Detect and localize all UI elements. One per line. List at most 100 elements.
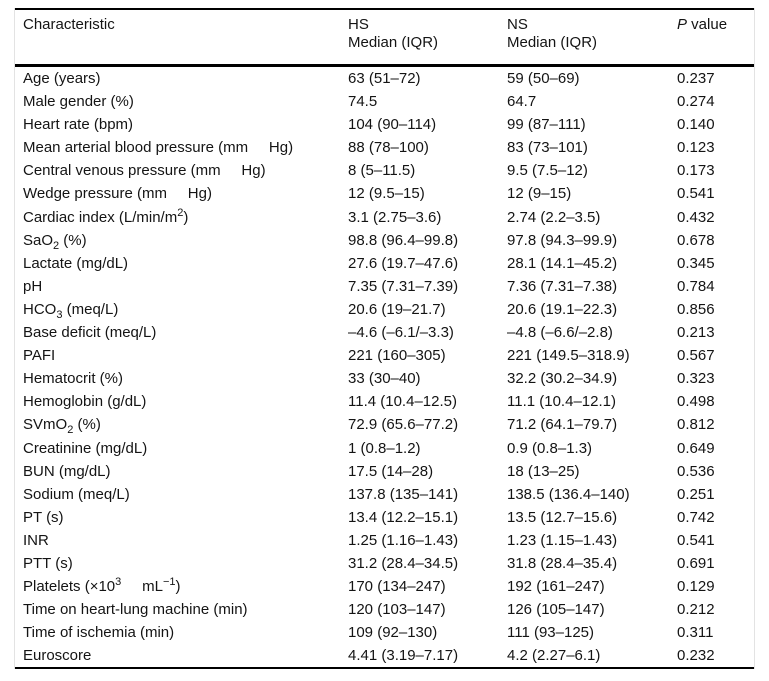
cell-hs: 33 (30–40)	[348, 370, 421, 388]
cell-p: 0.345	[677, 254, 715, 272]
hs-group-label: HS	[348, 16, 369, 33]
cell-hs: –4.6 (–6.1/–3.3)	[348, 324, 454, 342]
cell-ns: 64.7	[507, 93, 537, 111]
cell-hs: 31.2 (28.4–34.5)	[348, 554, 459, 572]
cell-p: 0.678	[677, 231, 715, 249]
cell-hs: 7.35 (7.31–7.39)	[348, 277, 459, 295]
cell-hs: 137.8 (135–141)	[348, 485, 459, 503]
cell-p: 0.232	[677, 644, 754, 670]
cell-ns: 138.5 (136.4–140)	[507, 485, 630, 503]
table-row: SaO2 (%) 98.8 (96.4–99.8) 97.8 (94.3–99.9)…	[15, 229, 754, 252]
cell-hs: 104 (90–114)	[348, 116, 437, 134]
table-row: Cardiac index (L/min/m2) 3.1 (2.75–3.6) 2.…	[15, 206, 754, 229]
cell-ns: 59 (50–69)	[507, 70, 580, 87]
cell-characteristic: Euroscore	[15, 644, 348, 670]
cell-p: 0.812	[677, 416, 715, 434]
cell-hs: 1.25 (1.16–1.43)	[348, 531, 459, 549]
cell-ns: 11.1 (10.4–12.1)	[507, 393, 616, 411]
cell-p: 0.536	[677, 462, 715, 480]
header-row: Characteristic HS Median (IQR) NS Median…	[15, 8, 754, 67]
cell-characteristic: SVmO2 (%)	[23, 416, 101, 437]
cell-characteristic: PTT (s)	[23, 554, 73, 572]
cell-characteristic: Creatinine (mg/dL)	[23, 439, 148, 457]
cell-p: 0.129	[677, 578, 715, 596]
cell-hs: 72.9 (65.6–77.2)	[348, 416, 459, 434]
cell-characteristic: PAFI	[23, 347, 56, 365]
table-row: SVmO2 (%) 72.9 (65.6–77.2) 71.2 (64.1–79.7…	[15, 413, 754, 436]
cell-ns: 20.6 (19.1–22.3)	[507, 300, 618, 318]
table-row: Heart rate (bpm) 104 (90–114) 99 (87–111) 0…	[15, 113, 754, 136]
cell-ns: 9.5 (7.5–12)	[507, 162, 588, 180]
cell-hs: 11.4 (10.4–12.5)	[348, 393, 457, 411]
cell-p: 0.691	[677, 554, 715, 572]
cell-hs: 20.6 (19–21.7)	[348, 300, 446, 318]
cell-hs: 13.4 (12.2–15.1)	[348, 508, 459, 526]
table-row: HCO3 (meq/L) 20.6 (19–21.7) 20.6 (19.1–22.…	[15, 298, 754, 321]
cell-characteristic: Male gender (%)	[23, 93, 134, 111]
cell-hs: 74.5	[348, 93, 378, 111]
col-header-characteristic: Characteristic	[15, 8, 348, 67]
cell-characteristic: pH	[23, 277, 43, 295]
table-row: BUN (mg/dL) 17.5 (14–28) 18 (13–25) 0.536	[15, 460, 754, 483]
cell-p: 0.237	[677, 70, 715, 87]
cell-p: 0.649	[677, 439, 715, 457]
cell-ns: 99 (87–111)	[507, 116, 586, 134]
table-row: Mean arterial blood pressure (mm Hg) 88 (…	[15, 136, 754, 159]
cell-p: 0.323	[677, 370, 715, 388]
cell-ns: 13.5 (12.7–15.6)	[507, 508, 618, 526]
cell-hs: 88 (78–100)	[348, 139, 429, 157]
cell-ns: 126 (105–147)	[507, 601, 605, 619]
table-header: Characteristic HS Median (IQR) NS Median…	[15, 8, 754, 67]
cell-characteristic: Sodium (meq/L)	[23, 485, 130, 503]
hs-median-iqr-label: Median (IQR)	[348, 34, 439, 51]
table-row: Sodium (meq/L) 137.8 (135–141) 138.5 (136.…	[15, 483, 754, 506]
cell-characteristic: Wedge pressure (mm Hg)	[23, 185, 212, 203]
table-row: Wedge pressure (mm Hg) 12 (9.5–15) 12 (9–1…	[15, 182, 754, 205]
cell-hs: 63 (51–72)	[348, 70, 421, 87]
cell-ns: 31.8 (28.4–35.4)	[507, 554, 618, 572]
table-row: PAFI 221 (160–305) 221 (149.5–318.9) 0.567	[15, 344, 754, 367]
cell-p: 0.140	[677, 116, 715, 134]
cell-p: 0.251	[677, 485, 715, 503]
cell-p: 0.311	[677, 624, 714, 642]
cell-p: 0.212	[677, 601, 715, 619]
cell-p: 0.856	[677, 300, 715, 318]
table-row: Lactate (mg/dL) 27.6 (19.7–47.6) 28.1 (14.…	[15, 252, 754, 275]
table-row: pH 7.35 (7.31–7.39) 7.36 (7.31–7.38) 0.784	[15, 275, 754, 298]
ns-group-label: NS	[507, 16, 528, 33]
table-row: Central venous pressure (mm Hg) 8 (5–11.5…	[15, 159, 754, 182]
cell-ns: 71.2 (64.1–79.7)	[507, 416, 618, 434]
cell-ns: 192 (161–247)	[507, 578, 605, 596]
cell-characteristic: Hematocrit (%)	[23, 370, 124, 388]
cell-hs: 120 (103–147)	[348, 601, 446, 619]
table-row: Euroscore 4.41 (3.19–7.17) 4.2 (2.27–6.1) 0…	[15, 644, 754, 670]
cell-hs: 4.41 (3.19–7.17)	[348, 644, 507, 670]
cell-hs: 109 (92–130)	[348, 624, 438, 642]
cell-p: 0.498	[677, 393, 715, 411]
cell-ns: 83 (73–101)	[507, 139, 588, 157]
cell-ns: 221 (149.5–318.9)	[507, 347, 630, 365]
cell-ns: –4.8 (–6.6/–2.8)	[507, 324, 613, 342]
cell-hs: 27.6 (19.7–47.6)	[348, 254, 459, 272]
cell-characteristic: Base deficit (meq/L)	[23, 324, 157, 342]
cell-characteristic: Time of ischemia (min)	[23, 624, 175, 642]
cell-hs: 12 (9.5–15)	[348, 185, 425, 203]
cell-hs: 170 (134–247)	[348, 578, 446, 596]
characteristics-table: Characteristic HS Median (IQR) NS Median…	[15, 8, 754, 670]
table-row: PT (s) 13.4 (12.2–15.1) 13.5 (12.7–15.6) 0.…	[15, 506, 754, 529]
cell-ns: 12 (9–15)	[507, 185, 572, 203]
cell-ns: 4.2 (2.27–6.1)	[507, 644, 677, 670]
table-row: Time of ischemia (min) 109 (92–130) 111 (9…	[15, 621, 754, 644]
cell-ns: 7.36 (7.31–7.38)	[507, 277, 618, 295]
col-header-ns: NS Median (IQR)	[507, 8, 677, 67]
cell-ns: 18 (13–25)	[507, 462, 580, 480]
cell-p: 0.274	[677, 93, 715, 111]
cell-characteristic: BUN (mg/dL)	[23, 462, 111, 480]
cell-characteristic: Cardiac index (L/min/m2)	[23, 206, 189, 226]
cell-characteristic: SaO2 (%)	[23, 231, 87, 252]
cell-hs: 3.1 (2.75–3.6)	[348, 208, 442, 226]
cell-ns: 2.74 (2.2–3.5)	[507, 208, 601, 226]
cell-characteristic: PT (s)	[23, 508, 64, 526]
table-row: Male gender (%) 74.5 64.7 0.274	[15, 90, 754, 113]
cell-ns: 111 (93–125)	[507, 624, 595, 642]
